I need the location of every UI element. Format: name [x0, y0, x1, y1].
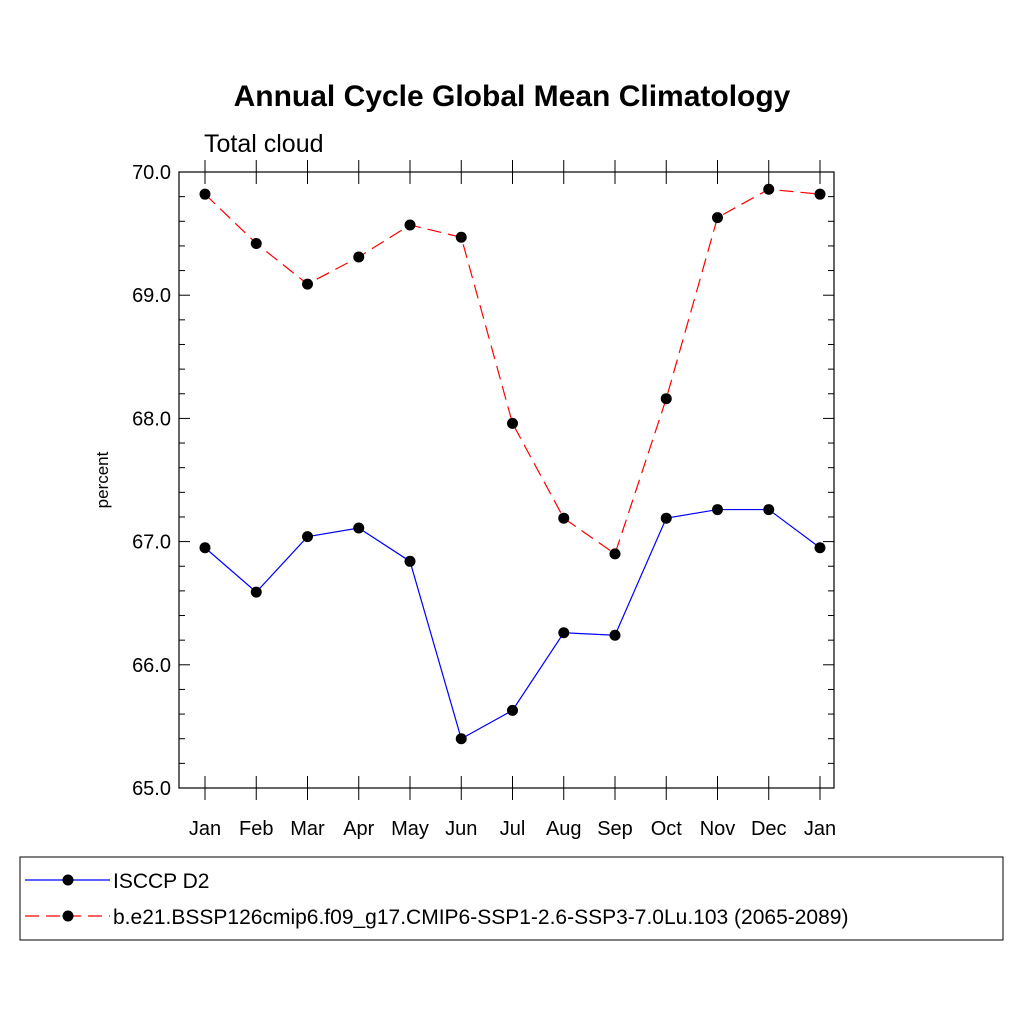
- series-2-point: [404, 219, 416, 231]
- y-tick-label: 68.0: [132, 408, 171, 430]
- x-tick-label: Mar: [290, 818, 325, 840]
- tick-labels: Jan Feb Mar Apr May Jun Jul Aug Sep Oct Nov Dec Jan 6…: [132, 162, 836, 840]
- series-line-1: [204, 508, 821, 740]
- x-tick-label: Nov: [700, 818, 736, 840]
- series-1-point: [763, 504, 775, 516]
- plot-frame: [178, 171, 835, 789]
- legend-items: ISCCP D2 b.e21.BSSP126cmip6.f09_g17.CMIP6…: [25, 870, 848, 929]
- series-1-point: [507, 704, 518, 716]
- y-tick-label: 69.0: [132, 285, 171, 307]
- series-1-point: [404, 555, 416, 567]
- series-2-point: [455, 231, 467, 243]
- series-1-point: [455, 733, 467, 745]
- legend-label-2: b.e21.BSSP126cmip6.f09_g17.CMIP6-SSP1-2.…: [113, 906, 848, 929]
- series-1-point: [302, 531, 313, 543]
- series-1-point: [712, 504, 723, 516]
- series-line-2: [204, 188, 821, 555]
- x-tick-label: Sep: [597, 818, 633, 840]
- series-1-point: [353, 522, 365, 534]
- series-2-point: [609, 548, 621, 560]
- series-1-point: [558, 627, 570, 639]
- series-2-point: [507, 417, 518, 429]
- series-1-point: [199, 542, 211, 554]
- legend-box: [19, 856, 1004, 941]
- y-tick-label: 70.0: [132, 162, 171, 184]
- x-tick-label: Aug: [546, 818, 582, 840]
- chart-subtitle: Total cloud: [204, 130, 324, 158]
- legend-marker-1: [62, 874, 74, 886]
- y-tick-label: 66.0: [132, 655, 171, 677]
- series-2-point: [353, 251, 365, 263]
- series-2-point: [199, 188, 211, 200]
- chart-title: Annual Cycle Global Mean Climatology: [234, 80, 791, 113]
- series-1-point: [250, 586, 262, 598]
- series-1-point: [660, 512, 672, 524]
- x-tick-label: Oct: [651, 818, 683, 840]
- series-2-point: [660, 393, 672, 405]
- legend-marker-2: [62, 910, 74, 922]
- series-2-point: [302, 278, 313, 290]
- series-1-point: [609, 629, 621, 641]
- x-tick-label: Jan: [189, 818, 221, 840]
- legend: ISCCP D2 b.e21.BSSP126cmip6.f09_g17.CMIP6…: [19, 856, 1004, 941]
- x-tick-label: Apr: [343, 818, 374, 840]
- x-tick-label: Dec: [751, 818, 787, 840]
- series-2-point: [814, 188, 826, 200]
- series-2-point: [558, 512, 570, 524]
- x-tick-label: Jun: [445, 818, 477, 840]
- x-tick-label: Feb: [239, 818, 273, 840]
- x-tick-label: Jul: [500, 818, 526, 840]
- x-tick-label: Jan: [804, 818, 836, 840]
- legend-label-1: ISCCP D2: [113, 870, 209, 893]
- y-tick-label: 65.0: [132, 778, 171, 800]
- y-axis-label: percent: [93, 451, 112, 508]
- series-2-point: [712, 212, 723, 224]
- series-2-point: [763, 183, 775, 195]
- y-tick-label: 67.0: [132, 532, 171, 554]
- series-2-point: [250, 237, 262, 249]
- x-tick-label: May: [391, 818, 429, 840]
- axis-ticks: [179, 160, 834, 800]
- series-1-point: [814, 542, 826, 554]
- series-layer: [199, 183, 826, 745]
